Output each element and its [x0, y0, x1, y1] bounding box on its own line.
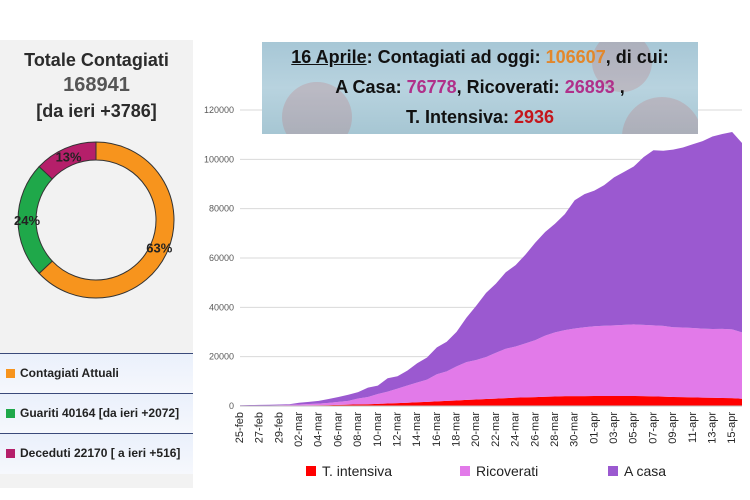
x-tick-label: 10-mar	[372, 412, 384, 447]
donut-label: 13%	[56, 150, 82, 165]
x-tick-label: 11-apr	[687, 412, 699, 443]
donut-label: 24%	[14, 213, 40, 228]
legend-item-contagiati: Contagiati Attuali	[0, 353, 193, 394]
headline-text: ,	[614, 77, 625, 97]
headline-row-2: A Casa: 76778, Ricoverati: 26893 ,	[262, 72, 698, 102]
x-tick-label: 29-feb	[273, 412, 285, 443]
x-tick-label: 13-apr	[706, 412, 718, 444]
headline-row-1: 16 Aprile: Contagiati ad oggi: 106607, d…	[262, 42, 698, 72]
headline-hosp: 26893	[564, 77, 615, 97]
headline-banner: 16 Aprile: Contagiati ad oggi: 106607, d…	[262, 42, 698, 134]
total-value: 168941	[63, 74, 130, 96]
x-tick-label: 18-mar	[451, 412, 463, 447]
x-tick-label: 05-apr	[628, 412, 640, 444]
virus-decoration	[282, 82, 352, 134]
legend-swatch	[306, 466, 316, 476]
donut-slice	[38, 141, 175, 299]
x-tick-label: 01-apr	[588, 412, 600, 444]
y-tick-label: 80000	[209, 204, 234, 214]
x-tick-label: 27-feb	[254, 412, 266, 443]
x-tick-label: 03-apr	[608, 412, 620, 444]
y-tick-label: 60000	[209, 253, 234, 263]
x-tick-label: 20-mar	[470, 412, 482, 447]
total-delta: [da ieri +3786]	[36, 101, 157, 121]
legend-text-deceduti: Deceduti 22170 [ a ieri +516]	[20, 446, 181, 460]
legend-item-deceduti: Deceduti 22170 [ a ieri +516]	[0, 433, 193, 474]
x-tick-label: 30-mar	[569, 412, 581, 447]
donut-slice	[38, 141, 97, 180]
virus-decoration	[592, 42, 652, 92]
y-tick-label: 0	[229, 401, 234, 411]
headline-text: , di cui:	[605, 47, 669, 67]
donut-chart: 63% 24% 13%	[14, 141, 175, 299]
legend-label: A casa	[624, 463, 666, 479]
y-tick-label: 100000	[204, 154, 234, 164]
x-tick-label: 09-apr	[667, 412, 679, 444]
headline-text: , Ricoverati:	[456, 77, 565, 97]
legend-swatch	[460, 466, 470, 476]
y-tick-label: 120000	[204, 105, 234, 115]
legend-text-contagiati: Contagiati Attuali	[20, 366, 119, 380]
headline-icu: 2936	[513, 107, 555, 127]
headline-text: : Contagiati ad oggi:	[366, 47, 546, 67]
headline-date: 16 Aprile	[291, 47, 367, 67]
legend-swatch-magenta	[6, 449, 15, 458]
x-tick-label: 06-mar	[332, 412, 344, 447]
headline-home: 76778	[406, 77, 457, 97]
y-tick-label: 20000	[209, 352, 234, 362]
headline-text: T. Intensiva:	[405, 107, 514, 127]
x-tick-label: 07-apr	[647, 412, 659, 444]
x-tick-label: 12-mar	[391, 412, 403, 447]
x-tick-label: 14-mar	[411, 412, 423, 447]
area-series-t--intensiva	[240, 395, 742, 406]
legend-text-guariti: Guariti 40164 [da ieri +2072]	[20, 406, 180, 420]
x-tick-label: 22-mar	[490, 412, 502, 447]
x-tick-label: 02-mar	[293, 412, 305, 447]
legend-swatch-orange	[6, 369, 15, 378]
total-title: Totale Contagiati	[24, 50, 169, 70]
x-tick-label: 16-mar	[431, 412, 443, 447]
area-series-ricoverati	[240, 324, 742, 406]
legend-item-guariti: Guariti 40164 [da ieri +2072]	[0, 393, 193, 434]
x-tick-label: 25-feb	[234, 412, 246, 443]
x-tick-label: 04-mar	[313, 412, 325, 447]
x-tick-label: 26-mar	[529, 412, 541, 447]
legend-label: Ricoverati	[476, 463, 538, 479]
x-tick-label: 24-mar	[510, 412, 522, 447]
area-series-a-casa	[240, 132, 742, 406]
headline-row-3: T. Intensiva: 2936	[262, 102, 698, 132]
x-tick-label: 08-mar	[352, 412, 364, 447]
headline-current: 106607	[545, 47, 606, 67]
legend-swatch	[608, 466, 618, 476]
headline-text: A Casa:	[335, 77, 407, 97]
x-tick-label: 28-mar	[549, 412, 561, 447]
donut-label: 63%	[146, 240, 172, 255]
x-tick-label: 15-apr	[726, 412, 738, 444]
legend-swatch-green	[6, 409, 15, 418]
legend-label: T. intensiva	[322, 463, 392, 479]
y-tick-label: 40000	[209, 302, 234, 312]
total-summary: Totale Contagiati 168941 [da ieri +3786]	[0, 48, 193, 124]
